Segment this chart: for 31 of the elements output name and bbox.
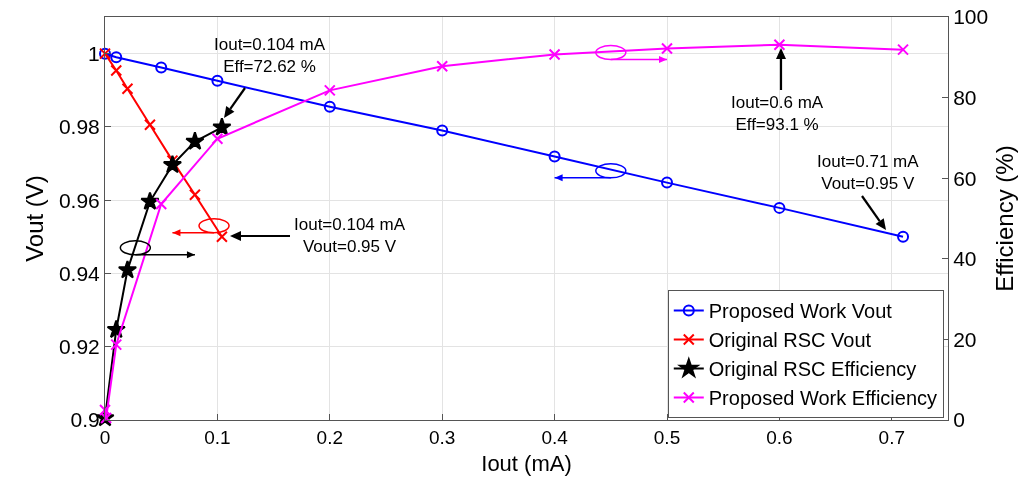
y2-tick-label: 60 [953,166,977,190]
legend-label: Original RSC Efficiency [708,358,917,381]
annotation: Iout=0.104 mA Vout=0.95 V [294,215,406,257]
x-tick-label: 0.4 [541,426,569,448]
legend-label: Original RSC Vout [708,329,872,352]
y-tick-label: 0.98 [58,115,100,139]
annotation: Iout=0.6 mA Eff=93.1 % [731,93,824,135]
x-tick-label: 0.7 [878,426,906,448]
x-tick-label: 0.6 [766,426,793,448]
y2-tick-label: 80 [953,85,977,109]
y2-axis-title: Efficiency (%) [990,145,1018,292]
y-tick-label: 1 [88,41,100,65]
x-tick-label: 0.1 [204,426,231,448]
y-tick-label: 0.94 [58,261,101,285]
y2-tick-label: 20 [953,327,977,351]
x-tick-label: 0.3 [428,426,456,448]
y2-tick-label: 40 [953,247,977,271]
legend-label: Proposed Work Vout [708,300,893,323]
y-tick-label: 0.96 [58,188,100,212]
y2-tick-label: 0 [953,408,965,432]
x-axis-title: Iout (mA) [481,450,572,476]
y-axis-title: Vout (V) [21,175,49,262]
annotation: Iout=0.104 mA Eff=72.62 % [214,35,326,77]
x-tick-label: 0.5 [653,426,681,448]
y-tick-label: 0.9 [70,408,100,432]
annotation: Iout=0.71 mA Vout=0.95 V [817,152,920,194]
x-tick-label: 0 [99,426,111,448]
y-tick-label: 0.92 [58,335,100,359]
y2-tick-label: 100 [953,5,989,29]
x-tick-label: 0.2 [316,426,344,448]
legend-label: Proposed Work Efficiency [708,387,938,410]
